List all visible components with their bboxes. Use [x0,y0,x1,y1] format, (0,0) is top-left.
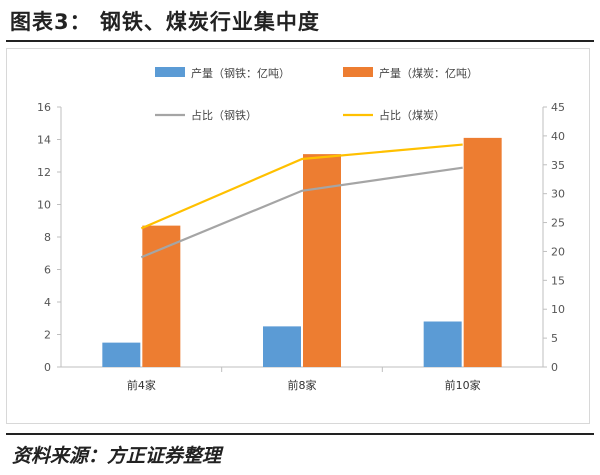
bar [102,342,141,367]
title-rule [6,40,594,42]
y-right-tick-label: 5 [551,332,558,345]
y-left-tick-label: 8 [44,231,51,244]
y-right-tick-label: 10 [551,303,565,316]
series-line [140,143,463,230]
y-right-tick-label: 35 [551,159,565,172]
bar [423,321,462,367]
y-left-tick-label: 4 [44,296,51,309]
legend-swatch [343,67,373,77]
chart-frame: 0 2 4 6 8 10 12 14 16 0 5 10 15 20 25 30 35 40 45 前4家 前8家 前10… [6,48,590,424]
y-left-tick-label: 16 [37,101,51,114]
y-left-tick-label: 10 [37,199,51,212]
x-category-label: 前10家 [445,378,481,392]
y-right-tick-label: 40 [551,130,565,143]
bar [142,225,181,367]
y-right-tick-label: 15 [551,274,565,287]
x-category-label: 前4家 [127,378,156,392]
y-left-tick-label: 0 [44,361,51,374]
y-right-tick-label: 25 [551,217,565,230]
figure-source: 资料来源：方正证券整理 [12,445,222,467]
legend-label: 产量（钢铁：亿吨） [191,66,290,80]
bar [463,137,502,367]
legend-swatch [155,67,185,77]
y-right-tick-label: 30 [551,188,565,201]
y-right-tick-label: 45 [551,101,565,114]
legend-label: 产量（煤炭：亿吨） [379,66,478,80]
chart-svg: 0 2 4 6 8 10 12 14 16 0 5 10 15 20 25 30 35 40 45 前4家 前8家 前10… [37,66,565,392]
bar [263,326,301,367]
y-left-tick-label: 14 [37,134,51,147]
series-line [140,166,463,259]
figure-title: 图表3： 钢铁、煤炭行业集中度 [10,10,320,34]
y-left-tick-label: 12 [37,166,51,179]
legend-label: 占比（钢铁） [191,108,257,122]
y-right-tick-label: 0 [551,361,558,374]
y-left-tick-label: 2 [44,329,51,342]
x-category-label: 前8家 [288,378,317,392]
y-right-tick-label: 20 [551,245,565,258]
y-left-tick-label: 6 [44,264,51,277]
source-rule [6,433,594,435]
legend-label: 占比（煤炭） [379,108,445,122]
